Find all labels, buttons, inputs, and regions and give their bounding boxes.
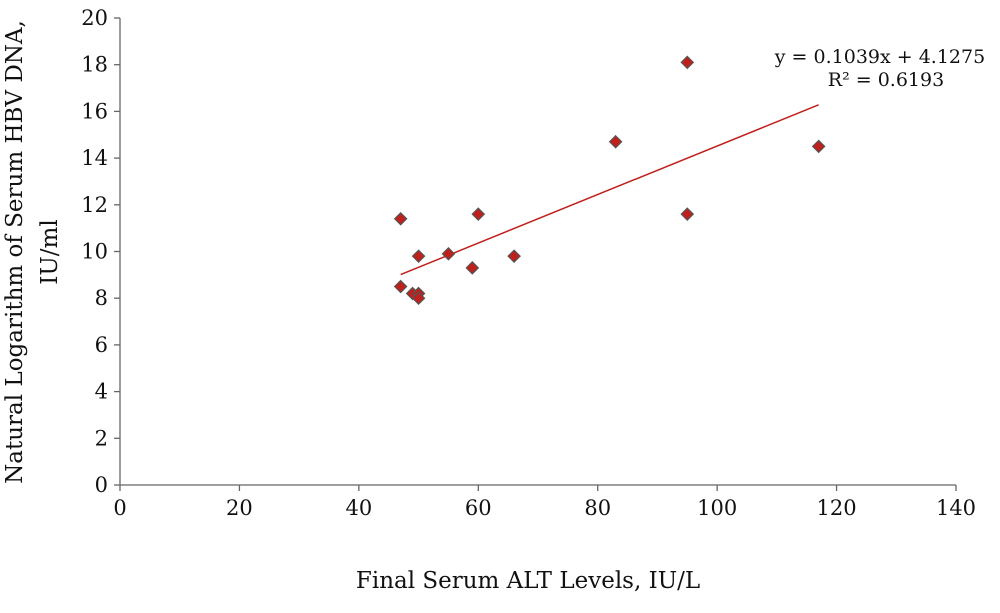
data-point	[811, 139, 826, 154]
y-tick-label: 2	[95, 426, 108, 450]
x-axis-title: Final Serum ALT Levels, IU/L	[356, 568, 700, 594]
x-tick-label: 60	[465, 496, 492, 520]
data-points	[393, 55, 826, 306]
y-axis-title-line-2: IU/ml	[37, 219, 63, 284]
y-tick-label: 0	[95, 473, 108, 497]
data-point	[680, 207, 695, 221]
data-point	[465, 260, 480, 275]
y-tick-label: 14	[81, 146, 108, 170]
y-tick-label: 6	[95, 333, 108, 357]
y-tick-label: 16	[81, 99, 108, 123]
x-tick-label: 100	[697, 496, 737, 520]
y-axis-title: Natural Logarithm of Serum HBV DNA, IU/m…	[2, 20, 63, 484]
data-point	[411, 249, 426, 264]
trendline	[400, 104, 819, 276]
data-point	[411, 291, 426, 306]
x-tick-label: 120	[817, 496, 857, 520]
data-point	[393, 279, 408, 294]
x-tick-label: 0	[113, 496, 126, 520]
y-tick-label: 4	[95, 380, 108, 404]
data-point	[608, 134, 623, 149]
trendline-r2: R² = 0.6193	[828, 69, 944, 91]
data-point	[471, 207, 486, 221]
y-tick-label: 12	[81, 193, 108, 217]
x-tick-labels: 0 20 40 60 80 100 120 140	[113, 496, 976, 520]
data-point	[441, 246, 456, 261]
data-point	[680, 55, 695, 70]
data-point	[393, 211, 408, 226]
x-tick-label: 140	[936, 496, 976, 520]
y-ticks	[114, 17, 120, 486]
x-tick-label: 40	[345, 496, 372, 520]
trendline-equation: y = 0.1039x + 4.1275	[774, 46, 985, 68]
x-tick-label: 20	[226, 496, 253, 520]
y-tick-label: 8	[95, 286, 108, 310]
y-axis-title-line-1: Natural Logarithm of Serum HBV DNA,	[2, 20, 28, 484]
y-tick-label: 18	[81, 53, 108, 77]
y-tick-label: 10	[81, 240, 108, 264]
y-tick-labels: 0 2 4 6 8 10 12 14 16 18 20	[81, 6, 108, 497]
x-ticks	[119, 485, 957, 491]
x-tick-label: 80	[584, 496, 611, 520]
data-point	[507, 249, 521, 264]
y-tick-label: 20	[81, 6, 108, 30]
